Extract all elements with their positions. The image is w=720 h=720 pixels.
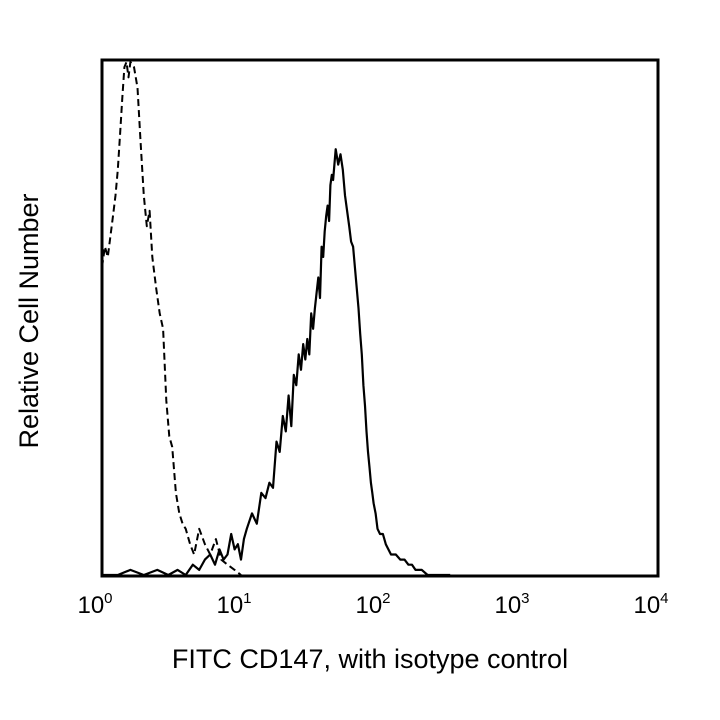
x-tick-exponent: 2 bbox=[382, 590, 390, 607]
x-tick-base: 10 bbox=[494, 592, 521, 619]
cd147-histogram-line bbox=[102, 148, 451, 577]
x-tick-base: 10 bbox=[355, 592, 382, 619]
x-tick-base: 10 bbox=[216, 592, 243, 619]
x-tick-base: 10 bbox=[77, 592, 104, 619]
x-tick-exponent: 0 bbox=[104, 590, 112, 607]
x-tick-exponent: 1 bbox=[243, 590, 251, 607]
plot-frame bbox=[100, 58, 660, 578]
y-axis-title: Relative Cell Number bbox=[14, 193, 44, 448]
x-tick-exponent: 3 bbox=[521, 590, 529, 607]
x-axis-title: FITC CD147, with isotype control bbox=[172, 644, 568, 674]
x-tick-label: 102 bbox=[355, 590, 390, 619]
isotype-control-histogram-line bbox=[101, 61, 242, 576]
x-tick-label: 103 bbox=[494, 590, 529, 619]
x-tick-exponent: 4 bbox=[660, 590, 668, 607]
x-tick-label: 100 bbox=[77, 590, 112, 619]
x-tick-label: 101 bbox=[216, 590, 251, 619]
x-tick-label: 104 bbox=[633, 590, 668, 619]
x-tick-base: 10 bbox=[633, 592, 660, 619]
series-layer bbox=[101, 61, 451, 577]
x-tick-labels: 100 101 102 103 104 bbox=[77, 590, 668, 619]
